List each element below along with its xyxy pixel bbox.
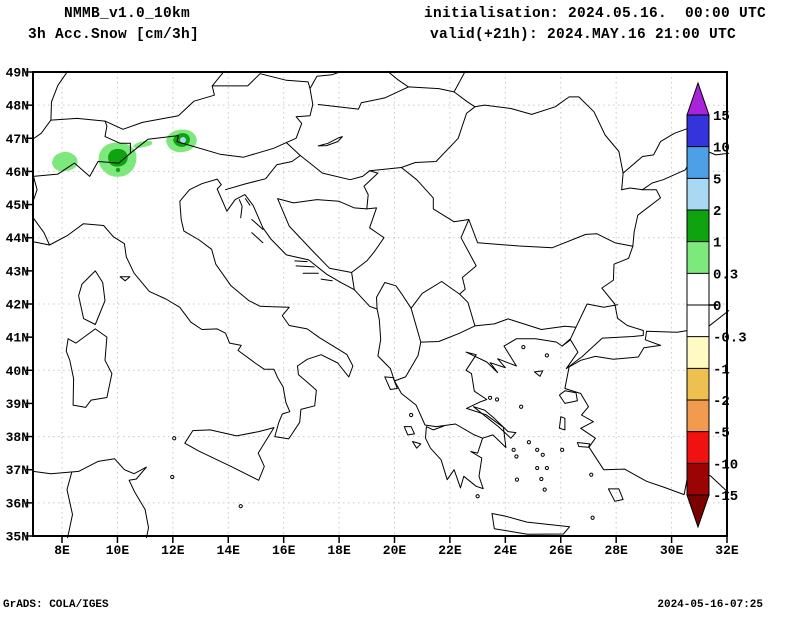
grads-credit: GrADS: COLA/IGES [3, 599, 109, 611]
colorbar-level-label: 0 [713, 299, 721, 315]
colorbar-level-label: -5 [713, 426, 730, 442]
lon-tick-label: 16E [272, 543, 296, 558]
render-timestamp: 2024-05-16-07:25 [657, 599, 763, 611]
colorbar-level-label: -2 [713, 394, 730, 410]
map-frame [32, 71, 728, 537]
lat-tick-label: 38N [6, 430, 29, 445]
lon-tick-label: 32E [715, 543, 739, 558]
lat-tick-label: 47N [6, 132, 29, 147]
colorbar-level-label: 1 [713, 236, 721, 252]
lon-tick-label: 18E [327, 543, 351, 558]
colorbar-level-label: 0.3 [713, 267, 738, 283]
colorbar-level-label: -10 [713, 457, 738, 473]
lat-tick-label: 40N [6, 364, 29, 379]
variable-title: 3h Acc.Snow [cm/3h] [28, 27, 200, 43]
country-borders [32, 70, 689, 539]
lat-tick-label: 44N [6, 231, 29, 246]
coastlines [32, 136, 730, 539]
lat-tick-label: 45N [6, 198, 29, 213]
lon-tick-label: 10E [106, 543, 130, 558]
lat-tick-label: 42N [6, 298, 29, 313]
lat-tick-label: 41N [6, 331, 29, 346]
lon-tick-label: 20E [383, 543, 407, 558]
lon-tick-label: 26E [549, 543, 573, 558]
lat-tick-label: 49N [6, 66, 29, 81]
lat-tick-label: 36N [6, 496, 29, 511]
colorbar-level-label: -15 [713, 489, 738, 505]
snow-shading [52, 129, 197, 177]
colorbar-level-label: -1 [713, 362, 730, 378]
lon-tick-label: 28E [604, 543, 628, 558]
lon-tick-label: 12E [161, 543, 185, 558]
lon-tick-label: 24E [494, 543, 518, 558]
lat-tick-label: 39N [6, 397, 29, 412]
colorbar-level-label: -0.3 [713, 331, 747, 347]
lat-tick-label: 37N [6, 463, 29, 478]
lon-tick-label: 22E [438, 543, 462, 558]
valid-time-label: valid(+21h): 2024.MAY.16 21:00 UTC [430, 27, 737, 43]
colorbar-level-label: 15 [713, 109, 730, 125]
lon-tick-label: 14E [217, 543, 241, 558]
lat-axis-labels: 49N 48N 47N 46N 45N 44N 43N 42N 41N 40N 39N 38N 37N 3… [6, 66, 29, 545]
lat-tick-label: 43N [6, 264, 29, 279]
lat-tick-label: 48N [6, 99, 29, 114]
model-title: NMMB_v1.0_10km [64, 6, 191, 22]
initialisation-label: initialisation: 2024.05.16. 00:00 UTC [424, 6, 767, 22]
colorbar: 15 10 5 2 1 0.3 0 -0.3 -1 -2 -5 -10 -15 [686, 81, 747, 529]
lat-tick-label: 35N [6, 530, 29, 545]
map-grid [33, 72, 727, 536]
colorbar-level-label: 10 [713, 141, 730, 157]
lon-tick-label: 8E [54, 543, 70, 558]
axis-ticks [26, 71, 728, 543]
lat-tick-label: 46N [6, 165, 29, 180]
colorbar-level-label: 2 [713, 204, 721, 220]
lon-tick-label: 30E [660, 543, 684, 558]
lon-axis-labels: 8E 10E 12E 14E 16E 18E 20E 22E 24E 26E 28E 30E 32E [54, 543, 739, 558]
small-islands [170, 344, 595, 520]
colorbar-level-label: 5 [713, 172, 721, 188]
